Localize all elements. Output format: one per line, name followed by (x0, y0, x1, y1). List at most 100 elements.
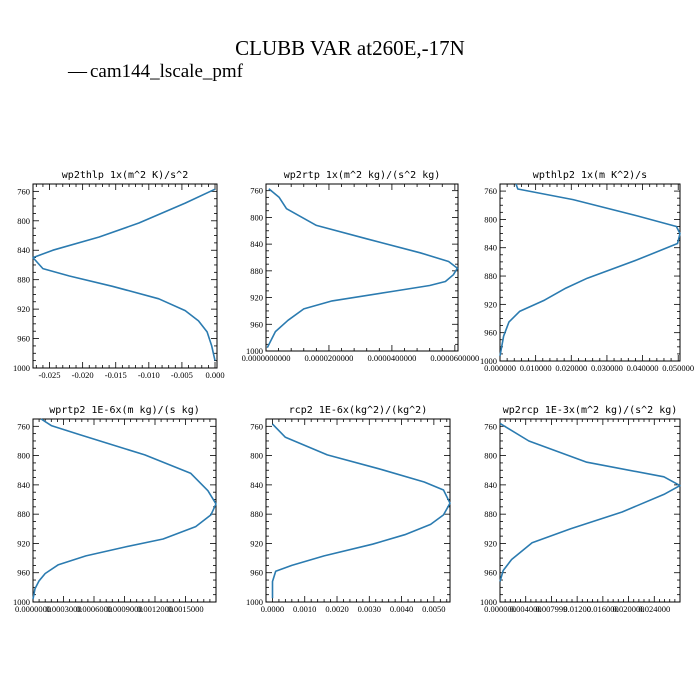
x-tick-label: 0.016000 (587, 604, 619, 614)
series-line (271, 423, 451, 599)
x-tick-label: 0.0000000000 (242, 353, 291, 363)
x-tick-label: 0.0000200000 (305, 353, 354, 363)
x-tick-label: -0.020 (72, 370, 94, 380)
y-tick-label: 960 (17, 334, 30, 344)
x-tick-label: 0.0015000 (167, 604, 203, 614)
y-tick-label: 800 (250, 212, 263, 222)
x-tick-label: -0.005 (171, 370, 193, 380)
x-tick-label: 0.020000 (555, 363, 587, 373)
series-line (499, 422, 681, 582)
y-tick-label: 800 (17, 451, 30, 461)
y-tick-label: 1000 (480, 356, 497, 366)
y-tick-label: 960 (250, 568, 263, 578)
plot-frame (265, 418, 451, 603)
y-tick-label: 960 (250, 319, 263, 329)
x-tick-label: 0.01200 (563, 604, 591, 614)
x-tick-label: -0.015 (105, 370, 127, 380)
x-tick-label: 0.0040 (390, 604, 413, 614)
y-tick-label: 760 (17, 186, 30, 196)
y-tick-label: 880 (17, 509, 30, 519)
panel-title: rcp2 1E-6x(kg^2)/(kg^2) (289, 405, 427, 416)
panel-6: wp2rcp 1E-3x(m^2 kg)/(s^2 kg) 760 800 840 88… (480, 405, 681, 614)
y-tick-label: 880 (17, 275, 30, 285)
y-tick-label: 960 (484, 568, 497, 578)
plot-frame (499, 418, 681, 603)
y-tick-label: 800 (484, 214, 497, 224)
x-tick-label: 0.000000 (484, 363, 516, 373)
x-tick-label: 0.0003000 (45, 604, 81, 614)
x-tick-label: 0.0030 (358, 604, 381, 614)
x-tick-label: -0.025 (39, 370, 61, 380)
panel-title: wprtp2 1E-6x(m kg)/(s kg) (49, 405, 200, 416)
x-tick-label: 0.040000 (627, 363, 659, 373)
panel-3: wpthlp2 1x(m K^2)/s 760 800 840 880 920 960 100… (480, 170, 694, 373)
x-tick-label: 0.024000 (638, 604, 670, 614)
y-tick-label: 760 (17, 421, 30, 431)
y-tick-label: 840 (17, 480, 30, 490)
y-tick-label: 880 (250, 509, 263, 519)
x-tick-label: 0.0000400000 (367, 353, 416, 363)
panel-2: wp2rtp 1x(m^2 kg)/(s^2 kg) 760 800 840 880 92… (242, 170, 480, 363)
legend-label: cam144_lscale_pmf (90, 61, 244, 82)
y-tick-label: 800 (17, 216, 30, 226)
series-line (32, 188, 216, 361)
x-tick-label: 0.0050 (422, 604, 445, 614)
y-tick-label: 920 (17, 538, 30, 548)
panel-title: wp2rcp 1E-3x(m^2 kg)/(s^2 kg) (503, 405, 678, 416)
x-tick-label: 0.0020 (325, 604, 348, 614)
x-tick-label: 0.010000 (520, 363, 552, 373)
x-tick-label: 0.0006000 (76, 604, 112, 614)
y-tick-label: 880 (484, 271, 497, 281)
x-tick-label: 0.030000 (591, 363, 623, 373)
y-tick-label: 1000 (480, 597, 497, 607)
x-tick-label: -0.010 (138, 370, 160, 380)
x-tick-label: 0.000 (205, 370, 224, 380)
panel-1: wp2thlp 1x(m^2 K)/s^2 760 800 840 880 920 960 1… (13, 170, 225, 380)
plot-frame (32, 183, 218, 369)
x-tick-label: 0.0009000 (106, 604, 142, 614)
y-tick-label: 800 (484, 451, 497, 461)
series-line (499, 183, 681, 357)
y-tick-label: 760 (250, 186, 263, 196)
x-tick-label: 0.0000000 (15, 604, 51, 614)
y-tick-label: 920 (484, 538, 497, 548)
y-tick-label: 1000 (246, 346, 263, 356)
x-tick-label: 0.007999 (535, 604, 567, 614)
y-tick-label: 760 (484, 186, 497, 196)
y-tick-label: 840 (250, 480, 263, 490)
y-tick-label: 840 (484, 243, 497, 253)
y-tick-label: 800 (250, 451, 263, 461)
y-tick-label: 880 (484, 509, 497, 519)
y-tick-label: 960 (17, 568, 30, 578)
legend-marker: — (67, 61, 88, 82)
plot-frame (32, 418, 217, 603)
plot-frame (265, 183, 459, 352)
x-tick-label: 0.0000 (261, 604, 284, 614)
series-line (266, 188, 459, 349)
panel-5: rcp2 1E-6x(kg^2)/(kg^2) 760 800 840 880 920 96… (246, 405, 451, 614)
y-tick-label: 840 (17, 245, 30, 255)
y-tick-label: 760 (484, 421, 497, 431)
y-tick-label: 920 (484, 299, 497, 309)
y-tick-label: 1000 (246, 597, 263, 607)
x-tick-label: 0.0000600000 (430, 353, 479, 363)
x-tick-label: 0.020000 (613, 604, 645, 614)
figure-title: CLUBB VAR at260E,-17N (235, 36, 465, 60)
y-tick-label: 840 (484, 480, 497, 490)
panel-title: wp2thlp 1x(m^2 K)/s^2 (62, 170, 188, 181)
y-tick-label: 1000 (13, 597, 30, 607)
x-tick-label: 0.050000 (662, 363, 694, 373)
y-tick-label: 1000 (13, 363, 30, 373)
x-tick-label: 0.0012000 (137, 604, 173, 614)
x-tick-label: 0.0010 (293, 604, 316, 614)
y-tick-label: 920 (250, 538, 263, 548)
x-tick-label: 0.000000 (484, 604, 516, 614)
panel-4: wprtp2 1E-6x(m kg)/(s kg) 760 800 840 880 920… (13, 405, 217, 614)
panel-title: wp2rtp 1x(m^2 kg)/(s^2 kg) (284, 170, 441, 181)
legend: — cam144_lscale_pmf (67, 61, 244, 82)
y-tick-label: 920 (250, 293, 263, 303)
y-tick-label: 920 (17, 304, 30, 314)
y-tick-label: 840 (250, 239, 263, 249)
plot-frame (499, 183, 681, 362)
